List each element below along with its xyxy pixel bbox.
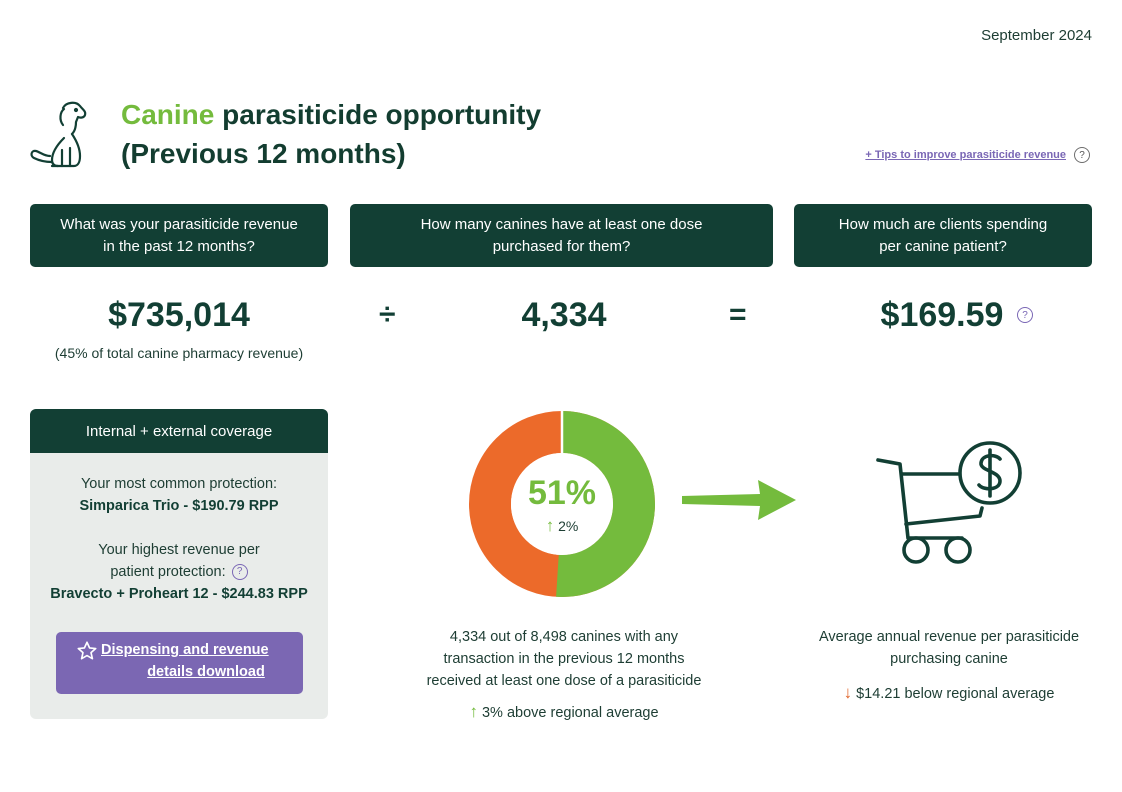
shopping-cart-dollar-icon	[876, 441, 1022, 564]
help-icon[interactable]: ?	[1017, 307, 1033, 323]
revenue-question-l1: What was your parasiticide revenue	[60, 215, 298, 233]
spend-regional: $14.21 below regional average	[856, 686, 1055, 702]
divide-operator: ÷	[379, 298, 396, 331]
arrow-down-icon: ↓	[843, 683, 853, 702]
per-patient-value: $169.59	[880, 296, 1004, 334]
canine-caption-l1: 4,334 out of 8,498 canines with any	[449, 629, 679, 645]
download-label-l1: Dispensing and revenue	[101, 642, 269, 658]
arrow-up-icon: ↑	[545, 516, 555, 535]
spend-caption-l1: Average annual revenue per parasiticide	[818, 629, 1080, 645]
arrow-up-icon: ↑	[469, 702, 478, 721]
revenue-note: (45% of total canine pharmacy revenue)	[54, 345, 304, 361]
coverage-donut-chart	[469, 408, 655, 597]
canine-caption: 4,334 out of 8,498 canines with any tran…	[400, 626, 728, 724]
revenue-value: $735,014	[108, 296, 250, 334]
canines-question-l2: purchased for them?	[492, 237, 631, 255]
coverage-panel: Internal + external coverage Your most c…	[30, 409, 328, 719]
donut-change: ↑ 2%	[466, 516, 658, 536]
help-icon[interactable]: ?	[231, 564, 248, 581]
title-accent: Canine	[121, 99, 215, 130]
download-label-l2: details download	[147, 664, 265, 680]
donut-percent: 51%	[527, 474, 597, 512]
revenue-question-box: What was your parasiticide revenue in th…	[30, 204, 328, 267]
tips-link-row: + Tips to improve parasiticide revenue ?	[865, 147, 1090, 163]
spend-question-box: How much are clients spending per canine…	[794, 204, 1092, 267]
dog-icon	[30, 101, 87, 168]
tips-link[interactable]: + Tips to improve parasiticide revenue	[865, 149, 1066, 161]
canines-question-l1: How many canines have at least one dose	[420, 215, 703, 233]
page-title: Canine parasiticide opportunity (Previou…	[121, 95, 541, 173]
coverage-header: Internal + external coverage	[30, 409, 328, 453]
spend-caption-l2: purchasing canine	[890, 651, 1008, 667]
title-line2: (Previous 12 months)	[121, 138, 406, 169]
right-arrow-icon	[682, 480, 796, 520]
star-icon	[77, 641, 97, 660]
spend-regional-row: ↓ $14.21 below regional average	[794, 682, 1104, 705]
highest-protection-label-l2: patient protection:	[110, 564, 226, 580]
spend-question-l2: per canine patient?	[879, 237, 1007, 255]
canines-value: 4,334	[521, 296, 607, 334]
canine-regional-row: ↑ 3% above regional average	[400, 701, 728, 724]
donut-change-value: 2%	[558, 518, 579, 534]
canine-caption-l3: received at least one dose of a parasiti…	[426, 673, 702, 689]
download-button[interactable]: Dispensing and revenue details download	[56, 632, 303, 694]
coverage-body: Your most common protection: Simparica T…	[30, 453, 328, 605]
report-date: September 2024	[981, 27, 1092, 44]
donut-center: 51% ↑ 2%	[466, 473, 658, 536]
highest-protection-label-l1: Your highest revenue per	[98, 542, 260, 558]
common-protection-value: Simparica Trio - $190.79 RPP	[79, 498, 279, 514]
canine-regional: 3% above regional average	[481, 705, 659, 721]
spend-caption: Average annual revenue per parasiticide …	[794, 626, 1104, 705]
title-line1: parasiticide opportunity	[214, 99, 542, 130]
equals-operator: =	[729, 298, 747, 331]
common-protection-label: Your most common protection:	[80, 476, 278, 492]
canines-question-box: How many canines have at least one dose …	[350, 204, 773, 267]
revenue-question-l2: in the past 12 months?	[103, 237, 255, 255]
highest-protection-value: Bravecto + Proheart 12 - $244.83 RPP	[50, 586, 308, 602]
spend-question-l1: How much are clients spending	[838, 215, 1048, 233]
help-icon[interactable]: ?	[1074, 147, 1090, 163]
donut-hole	[511, 453, 613, 555]
highest-protection-label-row: patient protection: ?	[30, 561, 328, 583]
canine-caption-l2: transaction in the previous 12 months	[443, 651, 685, 667]
